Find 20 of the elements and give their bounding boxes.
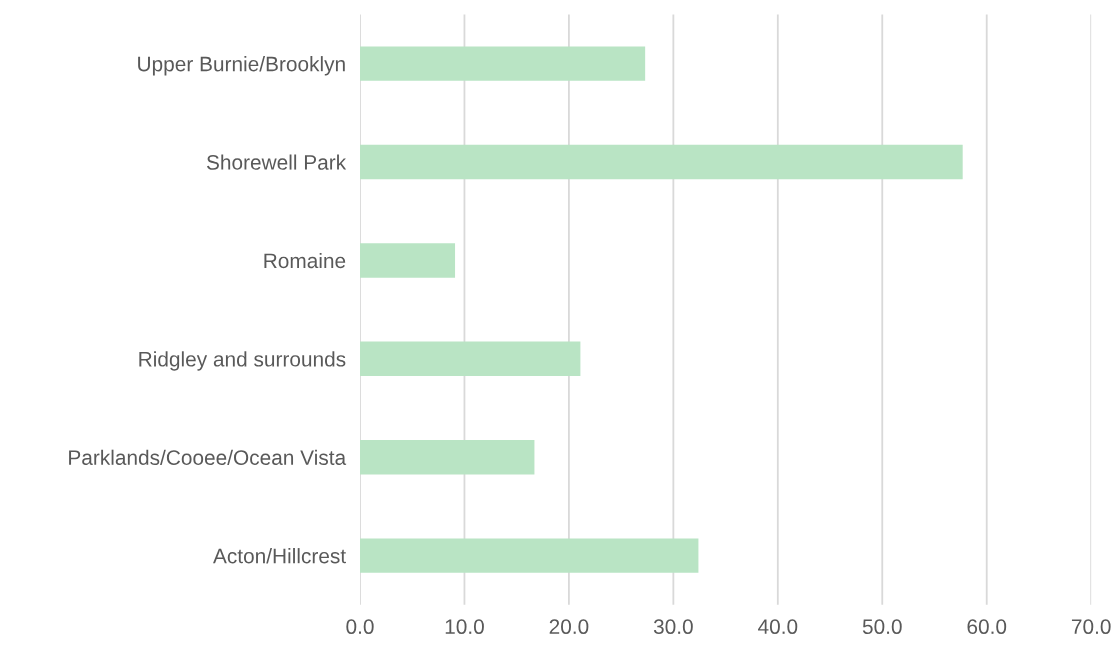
x-tick-label: 10.0 <box>445 619 484 635</box>
x-tick-label: 30.0 <box>653 619 693 635</box>
bar <box>360 243 456 278</box>
bar <box>360 46 646 81</box>
bar <box>360 538 699 573</box>
x-tick-label: 70.0 <box>1071 619 1111 635</box>
bar <box>360 144 963 180</box>
y-tick-label: Upper Burnie/Brooklyn <box>138 56 345 76</box>
y-tick-label: Romaine <box>264 252 346 269</box>
y-tick-label: Shorewell Park <box>206 154 347 170</box>
bar <box>360 440 535 475</box>
y-tick-label: Parklands/Cooee/Ocean Vista <box>69 449 347 465</box>
x-tick-label: 60.0 <box>967 619 1007 635</box>
x-tick-label: 40.0 <box>758 619 798 635</box>
y-tick-label: Ridgley and surrounds <box>139 351 346 371</box>
x-tick-label: 0.0 <box>346 619 374 635</box>
x-tick-label: 50.0 <box>862 619 902 635</box>
bar <box>360 341 581 377</box>
y-tick-label: Acton/Hillcrest <box>213 548 346 564</box>
x-tick-label: 20.0 <box>549 619 589 635</box>
